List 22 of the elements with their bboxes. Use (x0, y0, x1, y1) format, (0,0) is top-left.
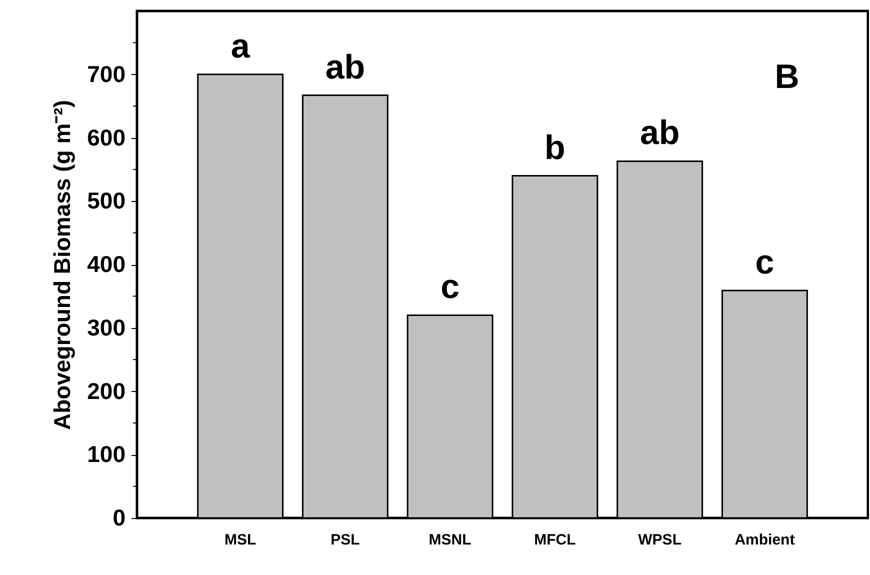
y-tick-label: 0 (112, 504, 126, 530)
x-tick-label: MFCL (534, 532, 576, 548)
y-axis-title: Aboveground Biomass (g m⁻²) (49, 100, 76, 430)
x-tick-label: WPSL (638, 532, 682, 548)
annotation: c (755, 243, 774, 282)
annotation: B (774, 58, 800, 96)
x-tick-label: PSL (330, 532, 360, 548)
annotation: ab (640, 114, 680, 152)
x-tick-label: MSNL (428, 532, 472, 548)
annotation: ab (325, 48, 366, 86)
y-tick-label: 500 (87, 188, 126, 214)
x-tick-label: Ambient (734, 532, 795, 548)
y-tick-label: 300 (87, 314, 126, 340)
annotation: c (440, 268, 460, 306)
y-tick-label: 600 (87, 124, 126, 150)
y-tick-label: 200 (87, 378, 126, 404)
y-tick-label: 700 (87, 60, 126, 87)
x-tick-label: MSL (224, 532, 256, 548)
y-tick-label: 100 (87, 441, 126, 468)
y-tick-label: 400 (87, 251, 126, 277)
annotation: a (230, 27, 251, 66)
annotation: b (544, 128, 566, 167)
